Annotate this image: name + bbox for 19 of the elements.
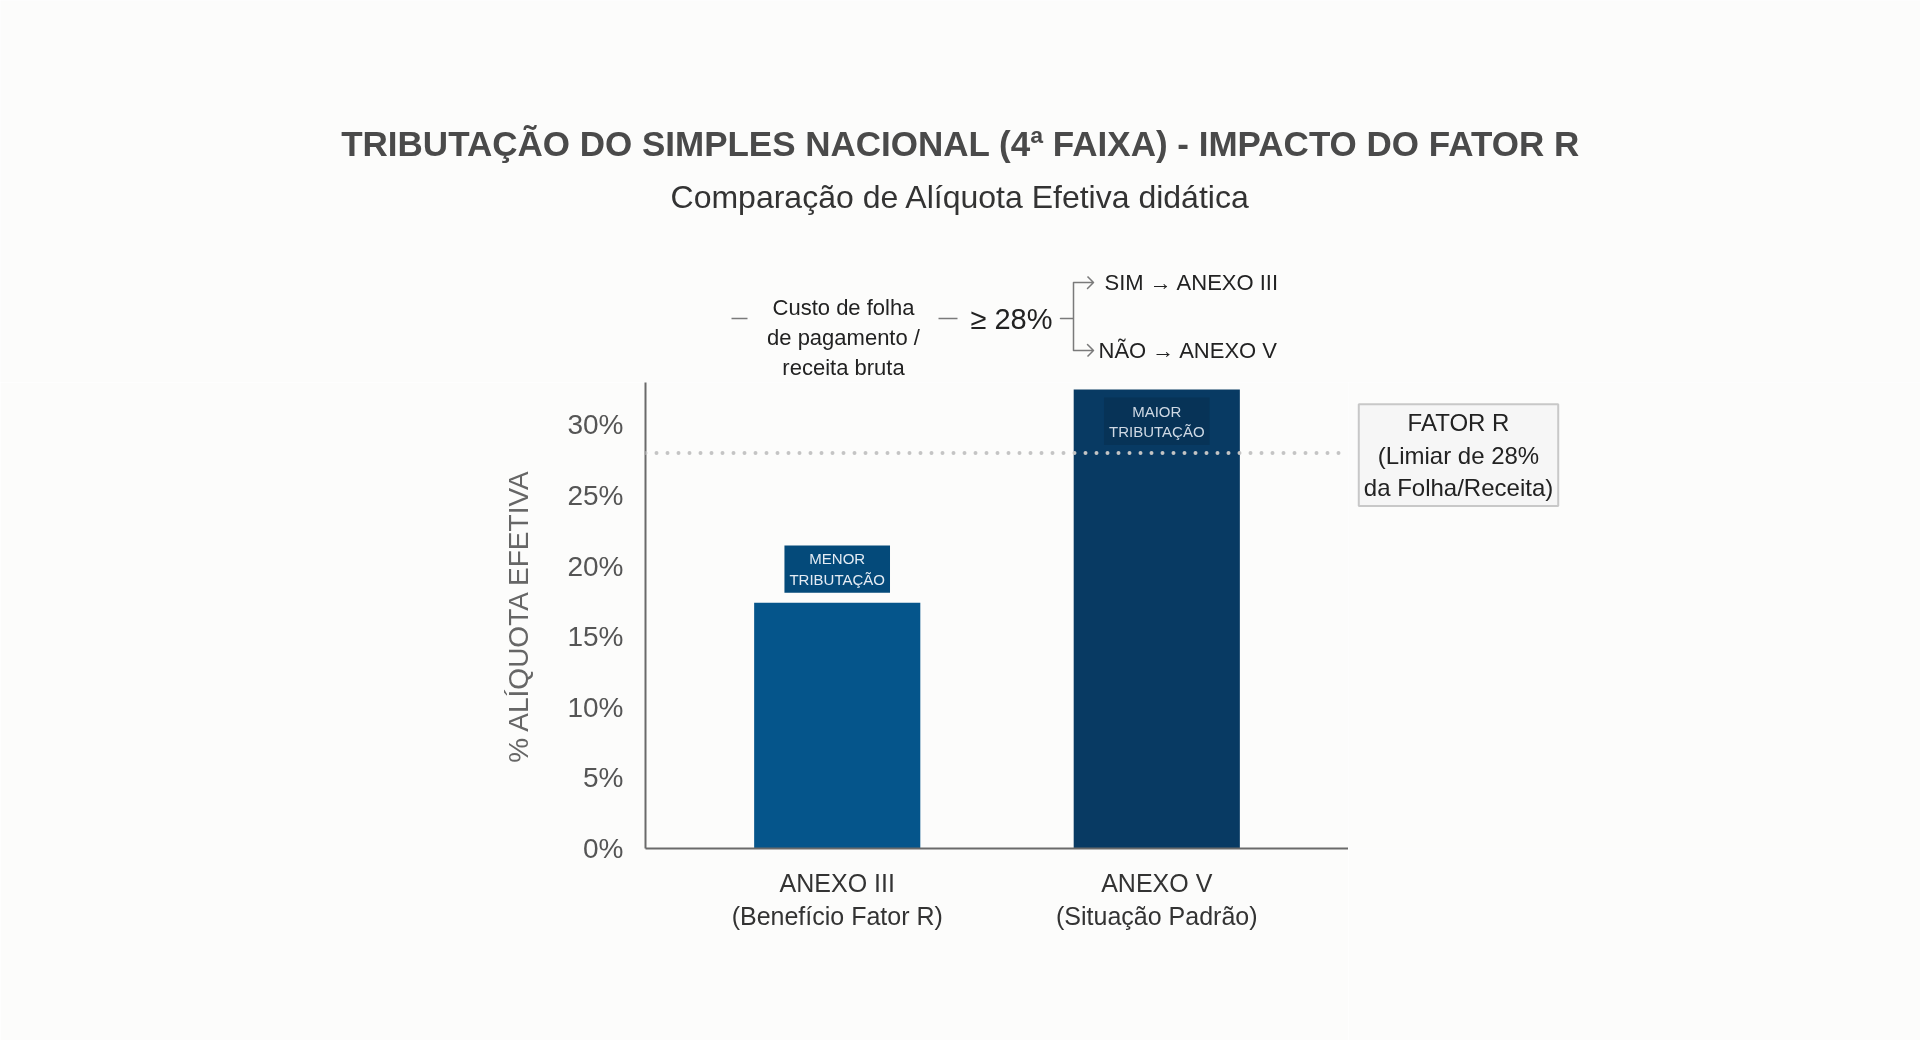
text: ≥ 28% [970, 302, 1053, 335]
text: NÃO → ANEXO V [1098, 338, 1278, 363]
y-tick-label: 15% [567, 621, 624, 653]
chart-title: TRIBUTAÇÃO DO SIMPLES NACIONAL (4ª FAIXA) - IMPACTO DO FATOR R [341, 124, 1580, 163]
ref-line-label: FATOR R (Limiar de 28% da Folha/Receita) [1363, 409, 1554, 502]
x-tick-label: ANEXO V (Situação Padrão) [1056, 868, 1258, 931]
y-tick-label: 5% [583, 762, 624, 794]
text: Custo de folha de pagamento / receita bruta [767, 295, 921, 380]
y-tick-label: 25% [567, 479, 624, 511]
annotation: MENOR TRIBUTAÇÃO [789, 550, 886, 588]
y-tick-label: 30% [567, 409, 624, 441]
text: SIM → ANEXO III [1104, 270, 1279, 295]
y-tick-label: 20% [567, 550, 624, 582]
chart-subtitle: Comparação de Alíquota Efetiva didática [670, 178, 1249, 215]
annotation: MAIOR TRIBUTAÇÃO [1108, 402, 1205, 440]
y-axis-title: % ALÍQUOTA EFETIVA [503, 470, 535, 763]
x-tick-label: ANEXO III (Benefício Fator R) [731, 868, 943, 931]
y-tick-label: 10% [567, 691, 624, 723]
y-tick-label: 0% [583, 833, 624, 864]
